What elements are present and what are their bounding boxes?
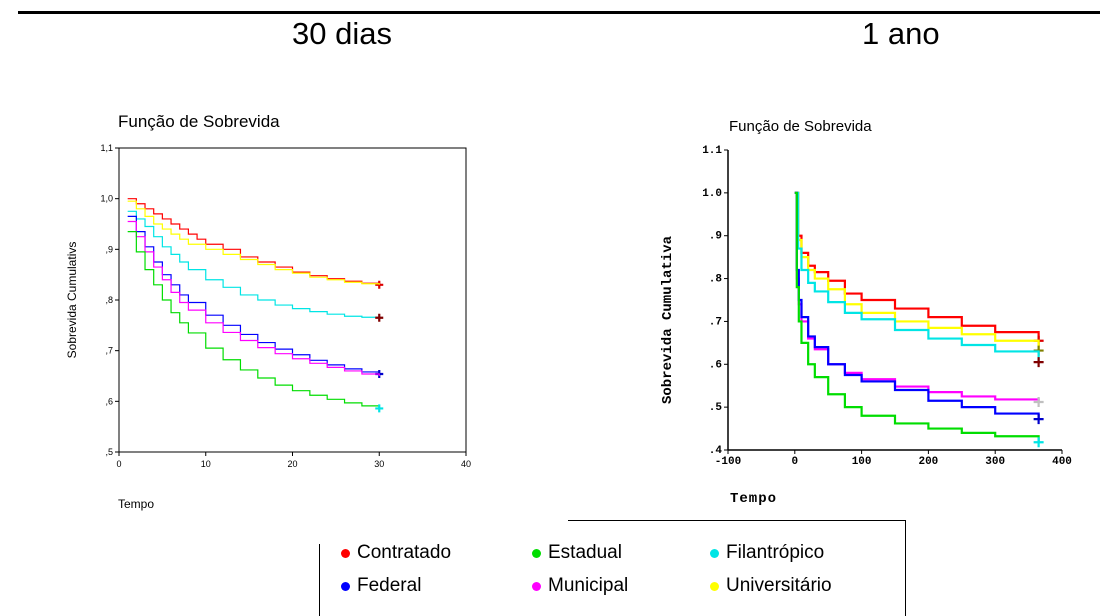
x-tick-label: 20 [287, 459, 297, 469]
series-line-municipal [127, 220, 380, 376]
legend-dot-icon [710, 581, 719, 591]
legend-border-left [319, 544, 320, 616]
legend-label: Municipal [548, 575, 629, 596]
legend-item-universitario: Universitário [710, 575, 832, 597]
x-tick-label: 10 [201, 459, 211, 469]
legend-dot-icon [341, 581, 350, 591]
y-tick-label: .8 [709, 274, 723, 286]
legend-border-right [905, 520, 906, 616]
series-line-estadual [794, 191, 1040, 443]
series-line-contratado [127, 198, 380, 285]
y-tick-label: .7 [709, 316, 722, 328]
y-tick-label: .4 [709, 445, 723, 457]
y-tick-label: .6 [709, 359, 722, 371]
censor-marker-filantropico [375, 313, 384, 322]
panel-title-30-dias: 30 dias [292, 16, 392, 51]
x-tick-label: 30 [374, 459, 384, 469]
right-chart-title: Função de Sobrevida [729, 118, 872, 135]
series-line-filantropico [127, 210, 380, 318]
y-tick-label: ,8 [105, 295, 113, 305]
series-line-federal [794, 191, 1040, 420]
series-line-contratado [794, 191, 1040, 341]
left-plot-area: ,5 ,6 ,7 ,8 ,9 1,0 1,1 0 10 20 30 40 [100, 143, 471, 469]
y-tick-label: .9 [709, 231, 722, 243]
left-y-axis-label: Sobrevida Cumulativs [65, 242, 79, 359]
legend-dot-icon [532, 581, 541, 591]
legend-item-estadual: Estadual [532, 542, 622, 564]
legend-label: Universitário [726, 575, 832, 596]
x-tick-label: 100 [852, 456, 872, 468]
legend-item-federal: Federal [341, 575, 421, 597]
y-tick-label: ,7 [105, 346, 113, 356]
legend-label: Federal [357, 575, 422, 596]
legend-item-municipal: Municipal [532, 575, 628, 597]
x-tick-label: 300 [985, 456, 1005, 468]
x-tick-label: 200 [918, 456, 938, 468]
legend-label: Contratado [357, 542, 452, 563]
series-line-universitario [794, 191, 1040, 351]
y-tick-label: 1,0 [100, 194, 113, 204]
censor-marker-filantropico [1033, 357, 1044, 368]
legend-dot-icon [532, 548, 541, 558]
censor-marker-municipal [1033, 397, 1044, 407]
censor-marker-estadual [375, 404, 384, 413]
y-tick-label: ,9 [105, 244, 113, 254]
x-tick-label: 0 [791, 456, 798, 468]
right-y-axis-label: Sobrevida Cumulativa [660, 235, 676, 404]
top-divider [18, 11, 1100, 14]
legend-dot-icon [341, 548, 350, 558]
y-tick-label: 1.1 [702, 145, 722, 157]
x-tick-label: 400 [1052, 456, 1072, 468]
y-tick-label: ,6 [105, 396, 113, 406]
censor-marker-federal [1033, 414, 1044, 425]
series-line-municipal [794, 191, 1040, 402]
series-line-universitario [127, 200, 380, 285]
y-tick-label: 1,1 [100, 143, 113, 153]
left-chart-title: Função de Sobrevida [118, 112, 280, 131]
x-tick-label: 40 [461, 459, 471, 469]
series-line-filantropico [794, 191, 1040, 363]
panel-title-1-ano: 1 ano [862, 16, 940, 51]
x-tick-label: 0 [116, 459, 121, 469]
legend-label: Filantrópico [726, 542, 825, 563]
legend-dot-icon [710, 548, 719, 558]
legend-item-contratado: Contratado [341, 542, 451, 564]
series-line-estadual [127, 231, 380, 409]
legend-item-filantropico: Filantrópico [710, 542, 824, 564]
legend-label: Estadual [548, 542, 622, 563]
left-x-axis-label: Tempo [118, 497, 154, 511]
legend: Contratado Estadual Filantrópico Federal… [319, 520, 906, 616]
censor-marker-estadual [1033, 437, 1044, 448]
y-tick-label: .5 [709, 402, 723, 414]
right-plot-area: .4 .5 .6 .7 .8 .9 1.0 1.1 -100 0 100 200 300 400 [702, 145, 1072, 468]
y-tick-label: ,5 [105, 447, 113, 457]
x-tick-label: -100 [715, 456, 741, 468]
legend-border-top [568, 520, 906, 521]
y-tick-label: 1.0 [702, 188, 722, 200]
right-x-axis-label: Tempo [730, 491, 777, 507]
